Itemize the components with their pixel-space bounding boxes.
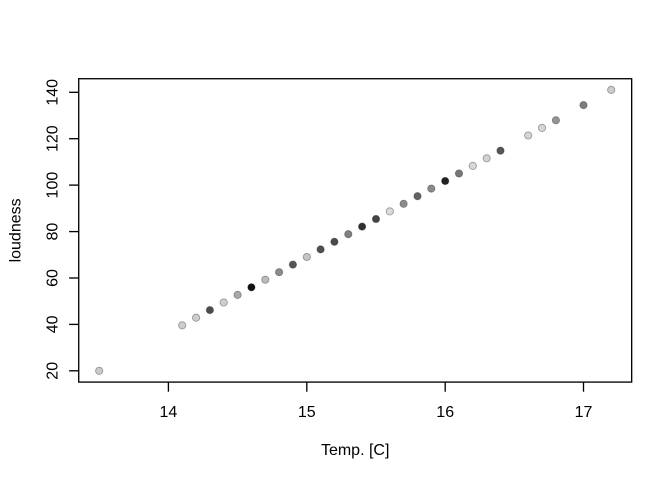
- svg-text:60: 60: [45, 269, 62, 287]
- svg-text:80: 80: [45, 223, 62, 241]
- svg-text:20: 20: [45, 362, 62, 380]
- svg-text:14: 14: [160, 404, 178, 421]
- svg-text:120: 120: [45, 125, 62, 152]
- svg-text:loudness: loudness: [7, 198, 24, 262]
- svg-text:40: 40: [45, 315, 62, 333]
- svg-text:17: 17: [575, 404, 593, 421]
- svg-text:100: 100: [45, 172, 62, 199]
- svg-text:140: 140: [45, 79, 62, 106]
- svg-text:16: 16: [436, 404, 454, 421]
- svg-text:15: 15: [298, 404, 316, 421]
- svg-text:Temp. [C]: Temp. [C]: [321, 442, 389, 459]
